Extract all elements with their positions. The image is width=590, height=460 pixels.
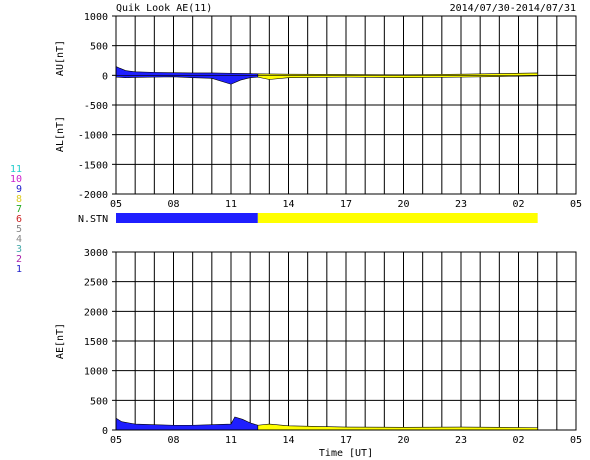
bottom-panel-data [115, 416, 538, 431]
ae-area-blue [115, 416, 259, 431]
top-panel-xticks: 05 08 11 14 17 20 23 02 05 [110, 199, 582, 210]
ae-axis-label: AE[nT] [55, 323, 66, 359]
y-tick-label: -1000 [78, 131, 108, 142]
stn-number: 3 [16, 244, 22, 255]
top-panel-data [115, 65, 538, 85]
x-tick-label: 23 [455, 199, 467, 210]
x-tick-label: 11 [225, 435, 237, 446]
top-panel-grid [115, 15, 577, 195]
stn-number: 2 [16, 254, 22, 265]
stn-label: N.STN [78, 214, 108, 225]
y-tick-label: -500 [84, 101, 108, 112]
x-tick-label: 17 [340, 435, 352, 446]
x-tick-label: 14 [282, 199, 294, 210]
bottom-panel-xticks: 05 08 11 14 17 20 23 02 05 [110, 435, 582, 446]
y-tick-label: 500 [90, 42, 108, 53]
al-area-blue [115, 75, 259, 85]
y-tick-label: 500 [90, 396, 108, 407]
top-panel-yticks: 1000 500 0 -500 -1000 -1500 -2000 [78, 12, 116, 201]
x-tick-label: 17 [340, 199, 352, 210]
au-axis-label: AU[nT] [55, 40, 66, 76]
y-tick-label: 2000 [84, 307, 108, 318]
y-tick-label: 2500 [84, 278, 108, 289]
stn-number: 10 [10, 174, 22, 185]
x-tick-label: 08 [167, 435, 179, 446]
x-tick-label: 05 [110, 199, 122, 210]
x-tick-label: 02 [512, 199, 524, 210]
x-tick-label: 05 [570, 435, 582, 446]
chart-date-range: 2014/07/30-2014/07/31 [450, 3, 576, 14]
stn-number: 11 [10, 164, 22, 175]
y-tick-label: 3000 [84, 248, 108, 259]
x-axis-label: Time [UT] [319, 448, 373, 459]
y-tick-label: 1000 [84, 367, 108, 378]
stn-number: 6 [16, 214, 22, 225]
y-tick-label: 1000 [84, 12, 108, 23]
x-tick-label: 05 [570, 199, 582, 210]
x-tick-label: 20 [397, 435, 409, 446]
x-tick-label: 05 [110, 435, 122, 446]
chart-title: Quik Look AE(11) [116, 3, 212, 14]
stn-bar-blue [116, 213, 258, 223]
al-axis-label: AL[nT] [55, 116, 66, 152]
x-tick-label: 08 [167, 199, 179, 210]
bottom-panel-grid [115, 251, 577, 431]
x-tick-label: 11 [225, 199, 237, 210]
station-count-bar [116, 213, 538, 223]
stn-number: 7 [16, 204, 22, 215]
y-tick-label: 0 [102, 426, 108, 437]
al-area-yellow [257, 75, 538, 80]
x-tick-label: 02 [512, 435, 524, 446]
x-tick-label: 20 [397, 199, 409, 210]
y-tick-label: 1500 [84, 337, 108, 348]
y-tick-label: -1500 [78, 160, 108, 171]
x-tick-label: 23 [455, 435, 467, 446]
bottom-panel-yticks: 3000 2500 2000 1500 1000 500 0 [84, 248, 116, 437]
y-tick-label: -2000 [78, 190, 108, 201]
stn-number: 9 [16, 184, 22, 195]
stn-number: 5 [16, 224, 22, 235]
stn-bar-yellow [257, 213, 538, 223]
y-tick-label: 0 [102, 71, 108, 82]
au-area-yellow [257, 72, 538, 76]
stn-number: 8 [16, 194, 22, 205]
ae-area-yellow [257, 423, 538, 431]
stn-number: 4 [16, 234, 22, 245]
au-area-blue [115, 65, 259, 76]
stn-number: 1 [16, 264, 22, 275]
x-tick-label: 14 [282, 435, 294, 446]
